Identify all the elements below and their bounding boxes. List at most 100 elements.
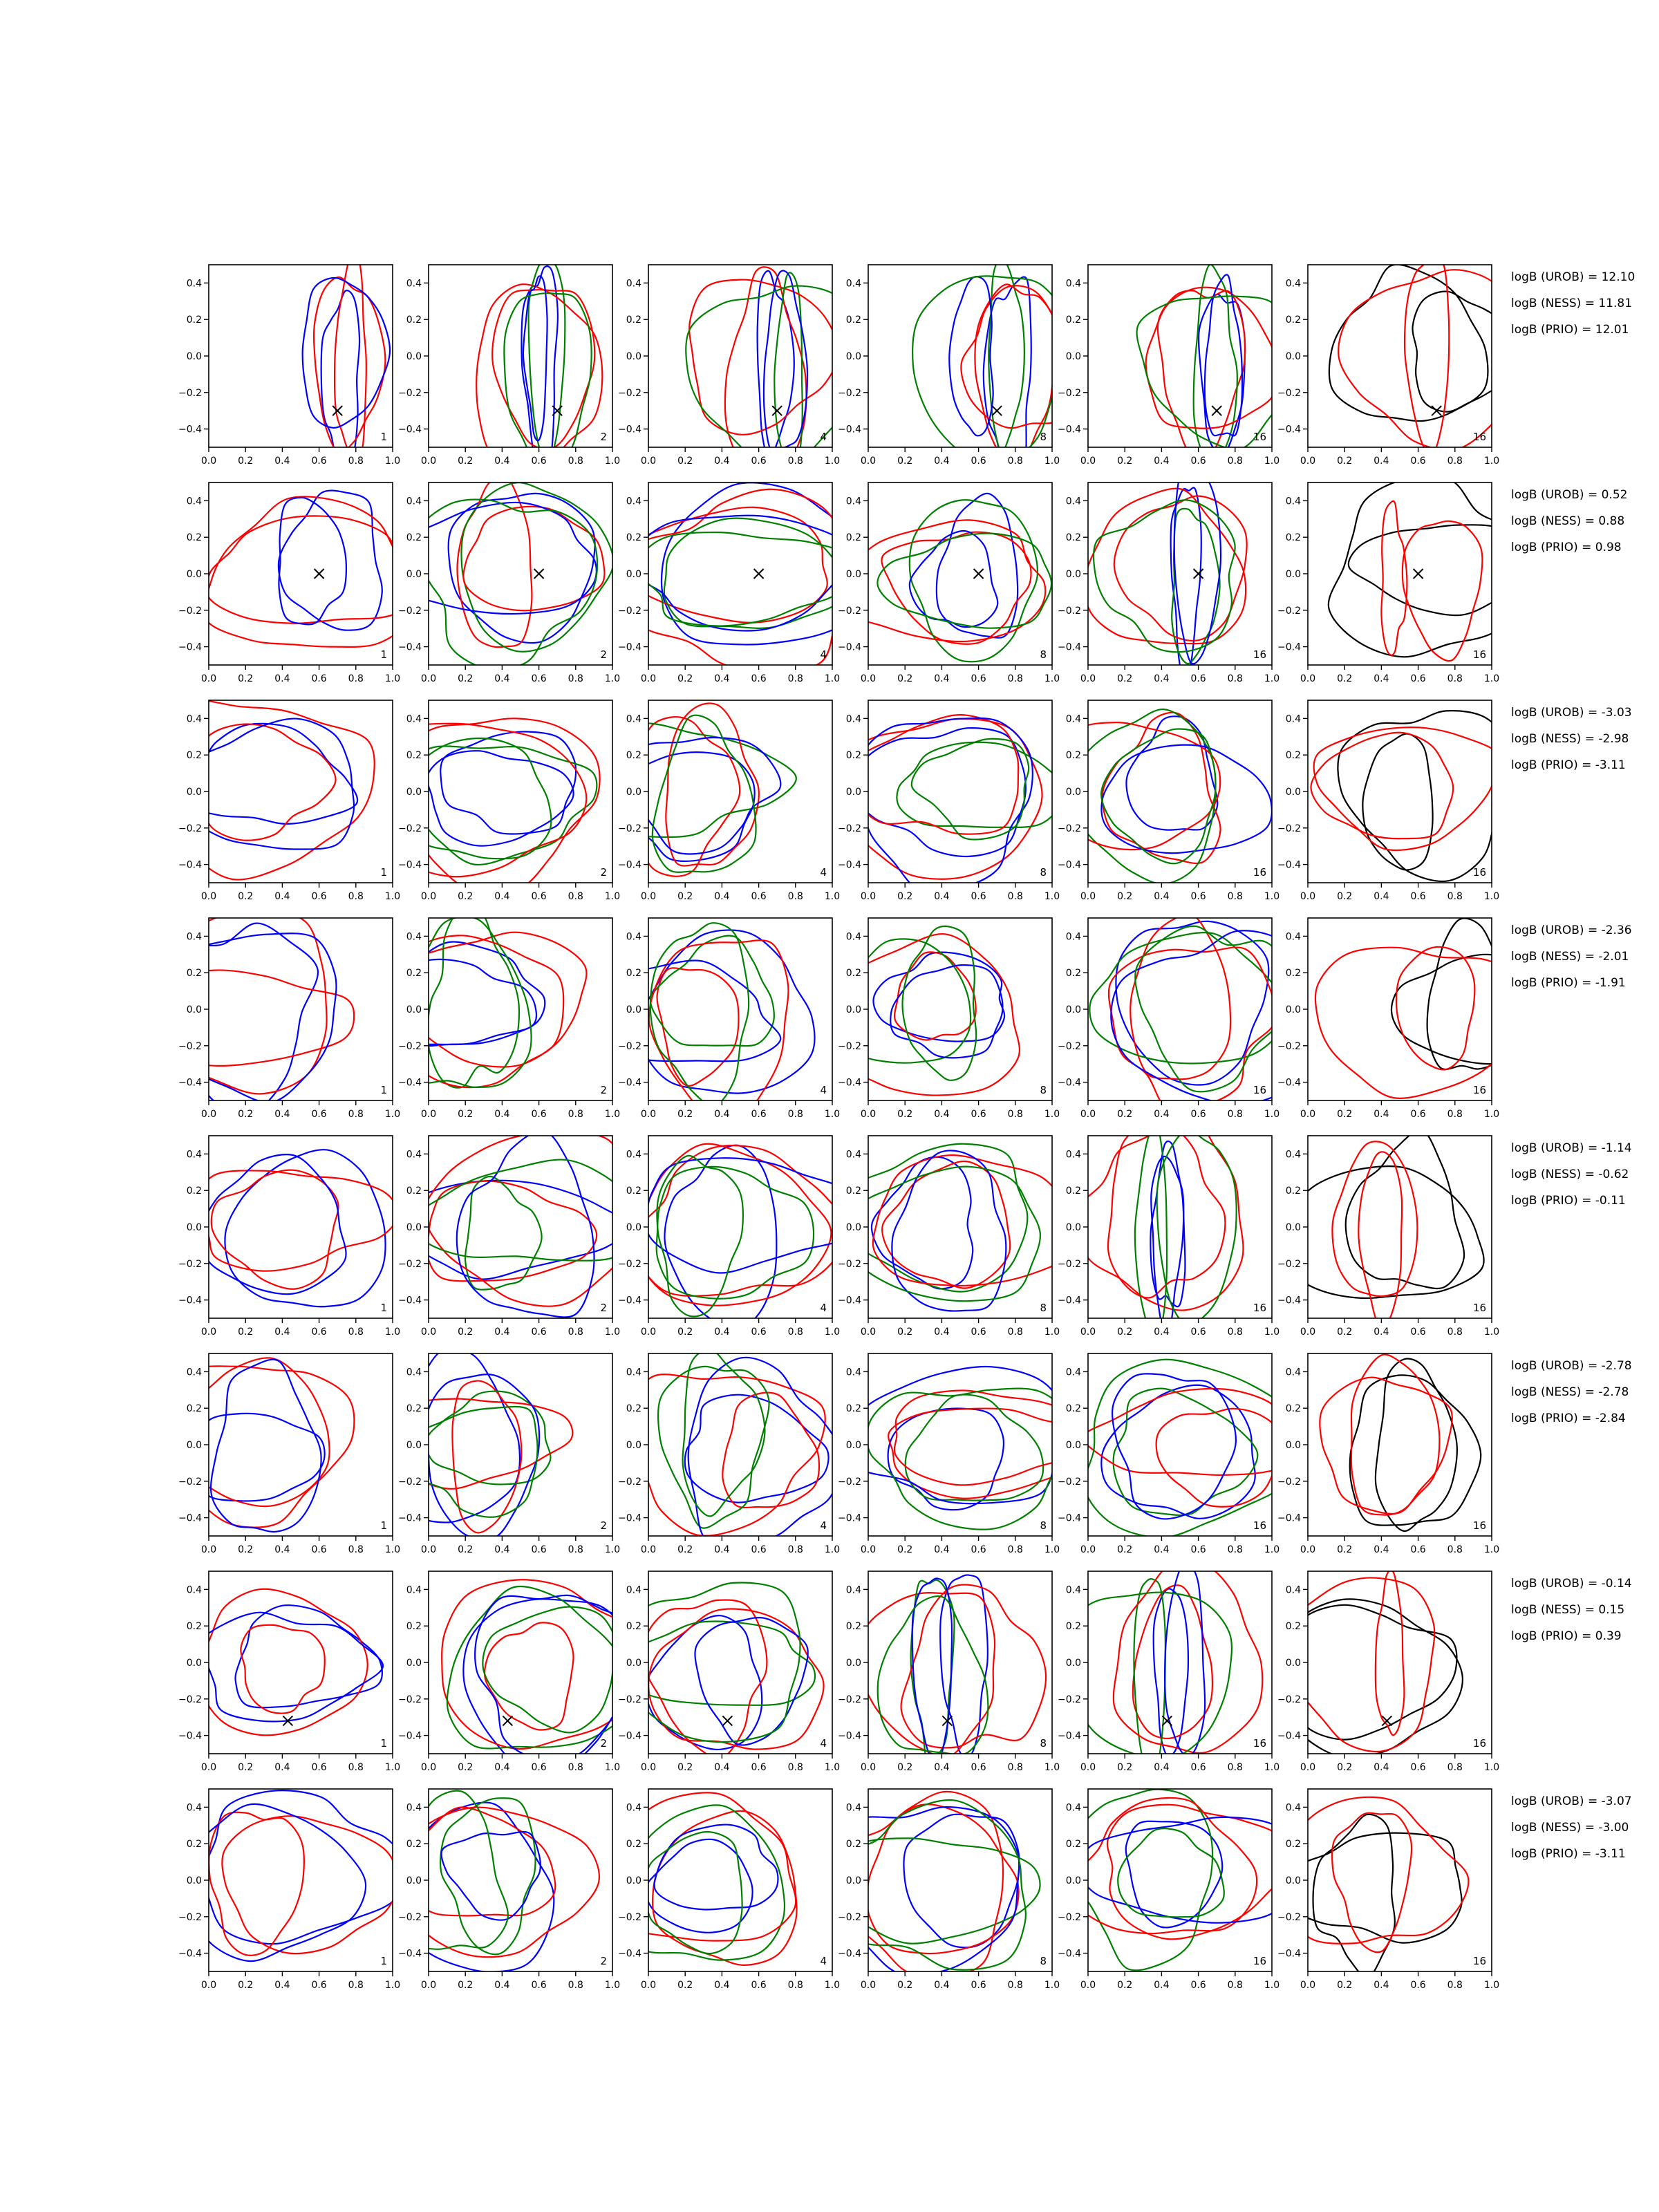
contour-line [209,969,355,1067]
y-tick-label: 0.4 [1066,1584,1081,1595]
logb-annotation: logB (PRIO) = 0.39 [1511,1629,1622,1643]
contour-line [1088,1789,1214,1971]
y-tick-label: 0.0 [1066,1004,1081,1015]
y-tick-label: −0.2 [1277,606,1301,617]
y-tick-label: 0.0 [187,1875,202,1886]
x-tick-label: 0.6 [311,456,326,467]
contour-line [1314,946,1492,1099]
contour-line [908,499,1039,663]
y-tick-label: −0.4 [1277,1295,1301,1306]
contour-line [648,939,789,1100]
panel-label: 16 [1473,1519,1486,1532]
y-tick-label: −0.2 [1277,388,1301,399]
y-tick-label: −0.2 [178,1041,202,1052]
contour-line [911,1577,953,1754]
x-tick-label: 1.0 [1044,456,1060,467]
x-tick-label: 0.4 [714,1762,729,1773]
y-tick-label: 0.0 [1286,1658,1301,1669]
y-tick-label: 0.4 [1286,278,1301,289]
contour-line [429,1353,521,1524]
y-tick-label: 0.0 [187,1222,202,1233]
y-tick-label: −0.2 [398,1912,422,1923]
x-tick-label: 0.2 [677,891,693,902]
contour-line [1110,930,1272,1100]
y-tick-label: −0.2 [618,823,641,834]
contour-line [1112,1373,1237,1520]
contour-line [429,1398,574,1490]
contour-line [429,941,546,1047]
contour-line [1089,932,1272,1065]
panel-label: 16 [1253,431,1266,443]
logb-annotation: logB (PRIO) = -3.11 [1511,758,1626,772]
x-tick-label: 0.8 [788,1109,803,1120]
y-tick-label: 0.2 [626,1839,641,1850]
contour-line [1390,953,1492,1065]
contour-line [1358,1151,1403,1318]
y-tick-label: −0.4 [1058,860,1081,871]
panel-label: 8 [1040,1737,1047,1750]
x-tick-label: 0.8 [348,456,364,467]
contour-line [1156,1136,1237,1318]
contour-group [429,1353,574,1536]
x-tick-label: 1.0 [1264,1762,1280,1773]
panel-label: 4 [820,648,827,661]
x-tick-label: 0.0 [421,891,436,902]
x-tick-label: 0.2 [1337,1544,1352,1555]
y-tick-label: −0.4 [1058,1078,1081,1089]
contour-line [872,951,1006,1042]
contour-line [655,1165,815,1300]
contour-line [1308,1832,1463,1944]
contour-group [429,1136,612,1318]
axes-frame [208,482,393,666]
x-tick-label: 0.4 [1154,1980,1169,1991]
contour-group [209,700,375,881]
contour-line [648,1838,753,1933]
y-tick-label: 0.0 [406,351,422,362]
y-tick-label: 0.2 [846,1839,861,1850]
x-tick-label: 0.6 [1410,673,1425,684]
y-tick-label: 0.0 [1286,787,1301,798]
x-tick-label: 1.0 [1264,1980,1280,1991]
logb-annotation: logB (UROB) = -1.14 [1511,1141,1632,1155]
contour-line [1164,1571,1206,1754]
x-tick-label: 0.6 [1410,1327,1425,1338]
contour-line [908,529,999,628]
contour-line [1100,1384,1256,1519]
y-tick-label: 0.0 [626,1875,641,1886]
contour-line [429,745,598,866]
contour-line [209,1811,305,1956]
y-tick-label: −0.4 [838,1295,861,1306]
y-tick-label: 0.0 [406,1004,422,1015]
contour-line [429,1159,612,1262]
x-tick-label: 0.2 [677,1544,693,1555]
panel-r4-c3: 0.0 0.2 0.4 0.6 0.8 1.0 −0.4 −0.2 0.0 0.2 0.4 4 [618,917,840,1120]
x-tick-label: 0.4 [714,1544,729,1555]
contour-line [429,737,552,860]
y-tick-label: −0.2 [618,606,641,617]
x-tick-label: 0.4 [274,1327,290,1338]
contour-line [1344,1136,1465,1290]
contour-line [209,1412,326,1502]
x-tick-label: 0.8 [348,1980,364,1991]
logb-annotation: logB (UROB) = 0.52 [1511,488,1627,502]
contour-line [652,1810,798,1967]
logb-annotation: logB (PRIO) = -3.11 [1511,1847,1626,1861]
x-tick-label: 0.2 [238,673,253,684]
contour-line [888,1407,1052,1499]
y-tick-label: 0.4 [1066,1367,1081,1378]
x-tick-label: 0.8 [1447,673,1463,684]
y-tick-label: −0.2 [1058,388,1081,399]
y-tick-label: −0.2 [1277,1477,1301,1488]
contour-line [1115,920,1270,1086]
x-tick-label: 0.4 [494,1327,509,1338]
y-tick-label: 0.4 [406,931,422,942]
x-tick-label: 0.0 [1080,1327,1096,1338]
contour-line [1331,1812,1413,1953]
x-tick-label: 0.2 [677,1109,693,1120]
x-tick-label: 0.2 [1337,1327,1352,1338]
y-tick-label: −0.2 [838,606,861,617]
true-value-marker [753,568,765,579]
contour-line [474,1594,612,1754]
y-tick-label: −0.2 [178,606,202,617]
true-value-marker [1161,1715,1173,1727]
